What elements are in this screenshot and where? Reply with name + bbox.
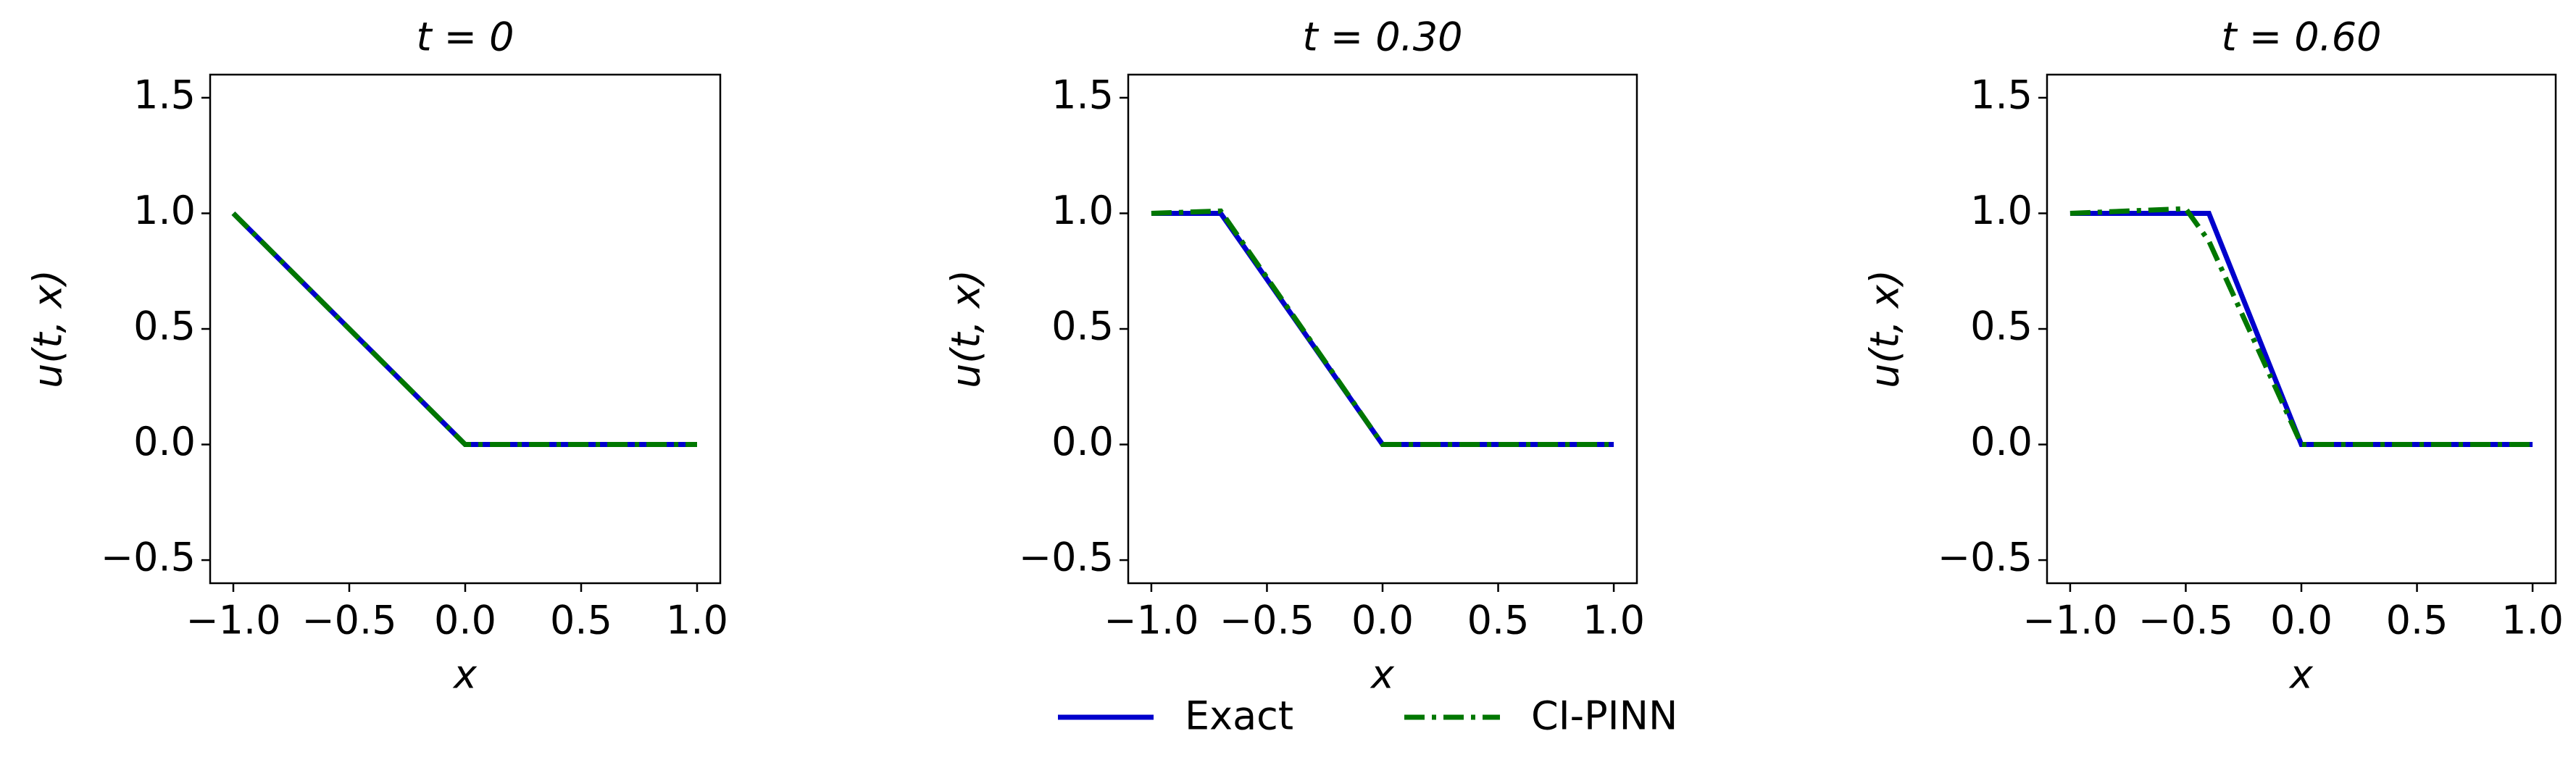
y-tick-label: 1.0	[133, 188, 196, 233]
y-tick-label: 1.0	[1051, 188, 1114, 233]
y-axis-label: u(t, x)	[1862, 270, 1908, 388]
data-line	[231, 211, 697, 448]
x-tick-label: 0.0	[434, 598, 496, 643]
x-tick-label: 0.0	[2270, 598, 2333, 643]
x-axis-label: x	[1370, 652, 1395, 698]
chart-title: t = 0.30	[1303, 14, 1463, 60]
data-line	[1151, 210, 1614, 448]
y-tick-label: 0.5	[1051, 304, 1114, 349]
y-axis-label: u(t, x)	[943, 270, 989, 388]
x-tick-label: −1.0	[186, 598, 280, 643]
y-tick-label: −0.5	[101, 535, 196, 580]
y-tick-label: 0.5	[133, 304, 196, 349]
y-tick-label: 1.5	[1970, 72, 2033, 118]
data-line	[2069, 210, 2533, 448]
y-tick-label: 1.5	[133, 72, 196, 118]
chart-title: t = 0	[416, 14, 514, 60]
x-axis-label: x	[2288, 652, 2314, 698]
x-tick-label: 0.5	[2386, 598, 2448, 643]
x-tick-label: 1.0	[2501, 598, 2564, 643]
axes-frame	[1127, 73, 1638, 585]
x-tick-label: −1.0	[1104, 598, 1199, 643]
data-line	[231, 211, 697, 448]
y-tick-label: 0.0	[133, 419, 196, 464]
x-tick-label: −0.5	[301, 598, 396, 643]
chart-title: t = 0.60	[2222, 14, 2382, 60]
legend-label: Exact	[1185, 693, 1293, 739]
x-tick-label: −1.0	[2022, 598, 2117, 643]
x-tick-label: 0.5	[550, 598, 612, 643]
y-tick-label: 0.0	[1051, 419, 1114, 464]
x-axis-label: x	[452, 652, 478, 698]
y-tick-label: 1.0	[1970, 188, 2033, 233]
x-tick-label: 0.0	[1351, 598, 1414, 643]
y-tick-label: −0.5	[1938, 535, 2033, 580]
x-tick-label: 1.0	[1583, 598, 1645, 643]
x-tick-label: 1.0	[666, 598, 728, 643]
x-tick-label: −0.5	[1220, 598, 1314, 643]
y-tick-label: 0.5	[1970, 304, 2033, 349]
y-tick-label: 0.0	[1970, 419, 2033, 464]
y-tick-label: −0.5	[1019, 535, 1114, 580]
y-tick-label: 1.5	[1051, 72, 1114, 118]
x-tick-label: 0.5	[1467, 598, 1530, 643]
axes-frame	[2046, 73, 2557, 585]
legend-label: CI-PINN	[1531, 693, 1677, 739]
y-axis-label: u(t, x)	[25, 270, 71, 388]
data-line	[2069, 206, 2533, 448]
data-line	[1151, 208, 1614, 448]
axes-frame	[209, 73, 722, 585]
x-tick-label: −0.5	[2138, 598, 2233, 643]
